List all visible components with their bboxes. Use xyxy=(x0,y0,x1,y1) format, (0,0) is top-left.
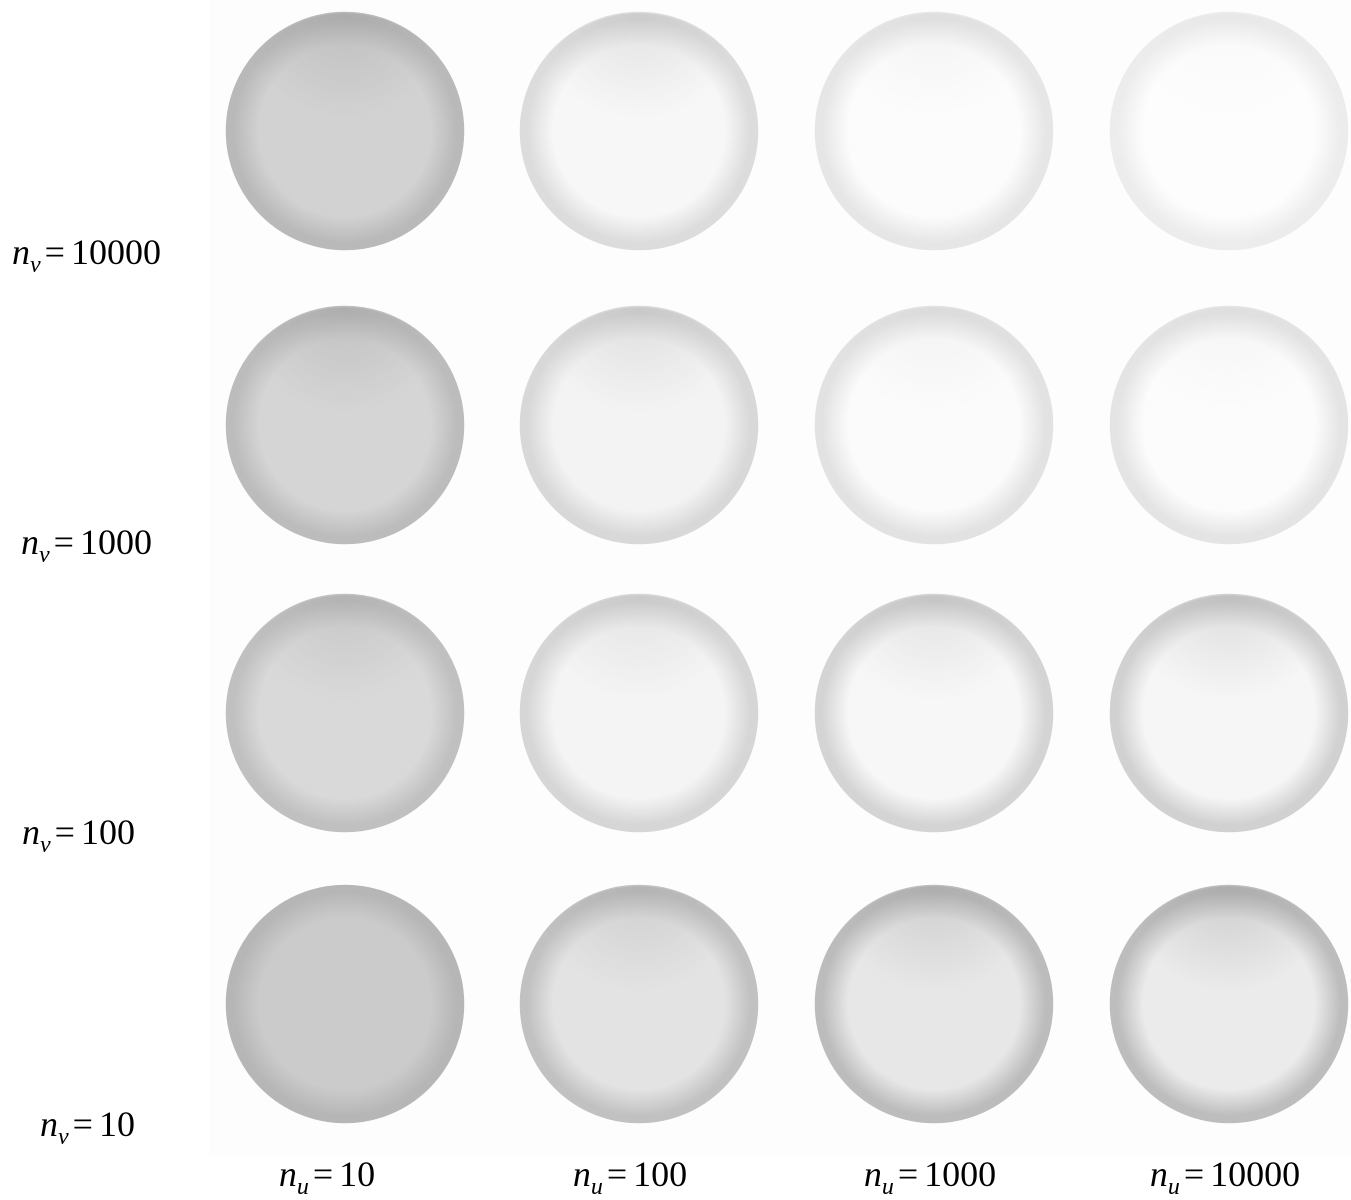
row-label-2: nv = 100 xyxy=(22,812,135,858)
sphere-r3-c2 xyxy=(814,884,1054,1124)
col-label-2: nu = 1000 xyxy=(863,1154,997,1200)
row-label-3: nv = 10 xyxy=(40,1104,135,1150)
row-label-0: nv = 10000 xyxy=(12,232,161,278)
sphere-r1-c2 xyxy=(814,305,1054,545)
col-label-1: nu = 100 xyxy=(572,1154,688,1200)
sphere-r2-c2 xyxy=(814,593,1054,833)
sphere-r2-c0 xyxy=(225,593,465,833)
sphere-r2-c3 xyxy=(1109,593,1349,833)
sphere-r0-c1 xyxy=(519,11,759,251)
sphere-r1-c0 xyxy=(225,305,465,545)
sphere-r0-c0 xyxy=(225,11,465,251)
sphere-r2-c1 xyxy=(519,593,759,833)
sphere-r1-c1 xyxy=(519,305,759,545)
col-label-0: nu = 10 xyxy=(278,1154,376,1200)
sphere-r3-c0 xyxy=(225,884,465,1124)
sphere-r3-c1 xyxy=(519,884,759,1124)
sphere-r0-c3 xyxy=(1109,11,1349,251)
col-label-3: nu = 10000 xyxy=(1149,1154,1301,1200)
row-label-1: nv = 1000 xyxy=(21,522,152,568)
sphere-r0-c2 xyxy=(814,11,1054,251)
sphere-r3-c3 xyxy=(1109,884,1349,1124)
sphere-r1-c3 xyxy=(1109,305,1349,545)
